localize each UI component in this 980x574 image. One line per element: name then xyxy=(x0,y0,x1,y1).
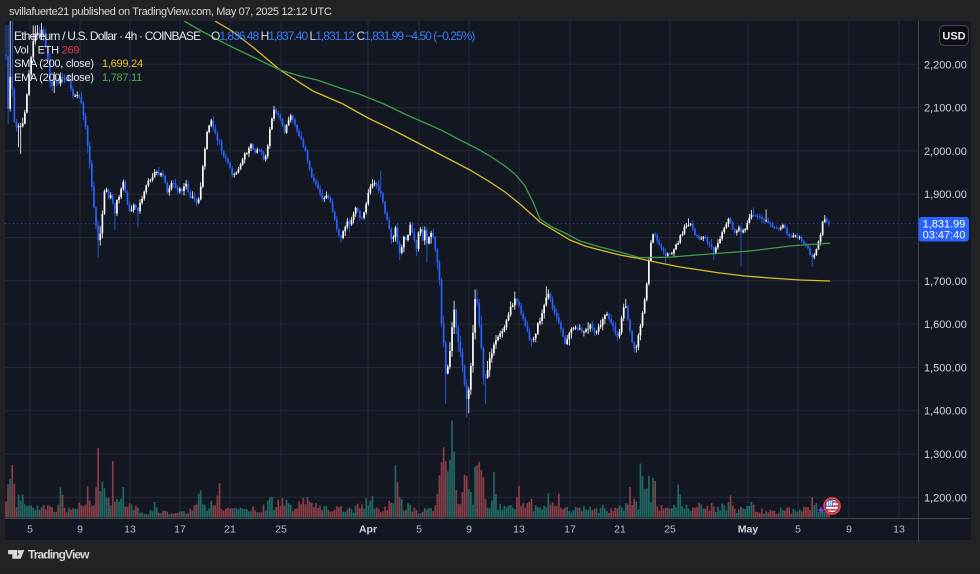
svg-text:1,700.00: 1,700.00 xyxy=(924,276,967,288)
svg-text:SMA (200, close): SMA (200, close) xyxy=(14,58,94,70)
svg-text:25: 25 xyxy=(664,524,676,536)
svg-text:5: 5 xyxy=(416,524,422,536)
svg-text:May: May xyxy=(738,524,759,536)
svg-text:9: 9 xyxy=(846,524,852,536)
svg-text:2,000.00: 2,000.00 xyxy=(924,146,967,158)
svg-text:O1,836.48 H1,837.40 L1,831.12: O1,836.48 H1,837.40 L1,831.12 C1,831.99 … xyxy=(211,29,475,43)
svg-text:13: 13 xyxy=(893,524,905,536)
svg-text:21: 21 xyxy=(614,524,626,536)
svg-text:TradingView: TradingView xyxy=(28,548,90,562)
svg-text:21: 21 xyxy=(224,524,236,536)
svg-text:USD: USD xyxy=(942,31,965,43)
svg-text:Ethereum / U.S. Dollar · 4h ·: Ethereum / U.S. Dollar · 4h · COINBASE xyxy=(14,29,201,43)
svg-text:17: 17 xyxy=(174,524,186,536)
svg-text:Apr: Apr xyxy=(359,524,377,536)
svg-text:2,100.00: 2,100.00 xyxy=(924,103,967,115)
svg-text:1,300.00: 1,300.00 xyxy=(924,449,967,461)
svg-text:13: 13 xyxy=(513,524,525,536)
svg-text:svillafuerte21 published on Tr: svillafuerte21 published on TradingView.… xyxy=(9,6,332,18)
svg-text:1,500.00: 1,500.00 xyxy=(924,362,967,374)
svg-text:1,900.00: 1,900.00 xyxy=(924,189,967,201)
svg-text:03:47:40: 03:47:40 xyxy=(923,230,966,242)
svg-text:1,831.99: 1,831.99 xyxy=(923,219,966,231)
svg-text:5: 5 xyxy=(27,524,33,536)
svg-text:1,699.24: 1,699.24 xyxy=(102,58,143,70)
svg-text:1,787.11: 1,787.11 xyxy=(102,72,142,84)
svg-text:13: 13 xyxy=(124,524,136,536)
svg-text:17: 17 xyxy=(564,524,576,536)
svg-text:2,200.00: 2,200.00 xyxy=(924,59,967,71)
svg-text:EMA (200, close): EMA (200, close) xyxy=(14,72,94,84)
svg-text:1,400.00: 1,400.00 xyxy=(924,406,967,418)
svg-text:1,200.00: 1,200.00 xyxy=(924,492,967,504)
svg-text:1,600.00: 1,600.00 xyxy=(924,319,967,331)
svg-text:Vol · ETH 269: Vol · ETH 269 xyxy=(14,45,79,57)
svg-text:25: 25 xyxy=(275,524,287,536)
svg-text:9: 9 xyxy=(77,524,83,536)
svg-text:5: 5 xyxy=(795,524,801,536)
svg-text:9: 9 xyxy=(466,524,472,536)
